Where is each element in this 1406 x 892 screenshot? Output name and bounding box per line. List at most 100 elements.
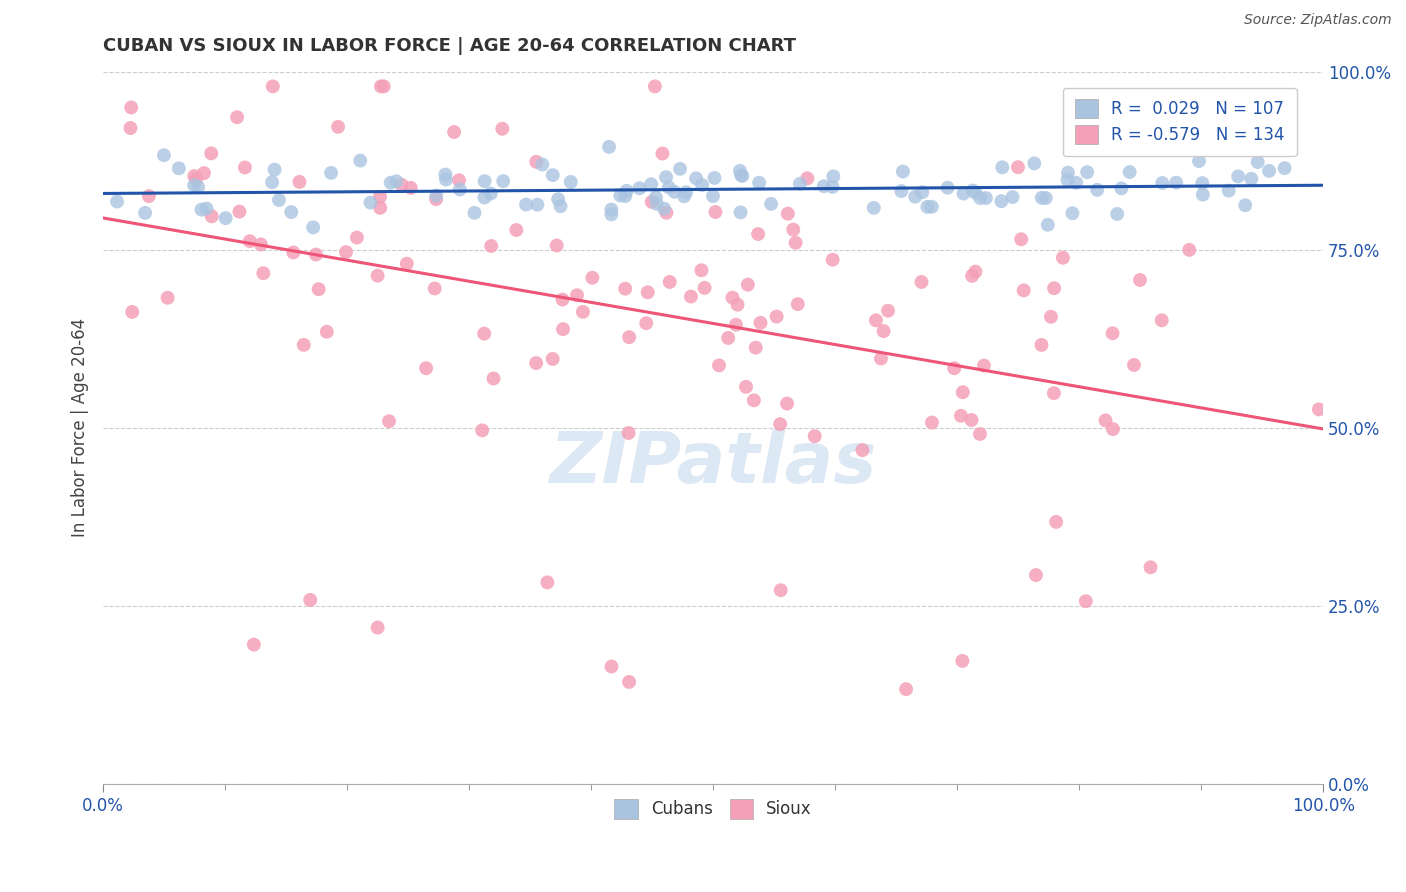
Point <box>308 282 330 296</box>
Point <box>950 654 973 668</box>
Point <box>904 190 927 204</box>
Point <box>474 174 496 188</box>
Point <box>1107 207 1129 221</box>
Point <box>491 121 513 136</box>
Point <box>156 291 179 305</box>
Point <box>425 188 447 202</box>
Point <box>492 174 515 188</box>
Point <box>228 204 250 219</box>
Point <box>193 166 215 180</box>
Point <box>655 206 678 220</box>
Point <box>724 318 747 332</box>
Point <box>851 443 873 458</box>
Point <box>1025 568 1047 582</box>
Point <box>965 186 987 200</box>
Point <box>969 427 991 442</box>
Point <box>974 191 997 205</box>
Point <box>721 291 744 305</box>
Point <box>990 194 1012 209</box>
Point <box>921 200 943 214</box>
Point <box>616 184 638 198</box>
Point <box>821 180 844 194</box>
Point <box>617 674 640 689</box>
Point <box>267 193 290 207</box>
Point <box>813 179 835 194</box>
Point <box>214 211 236 226</box>
Point <box>1043 386 1066 401</box>
Point <box>1064 176 1087 190</box>
Point <box>776 207 799 221</box>
Point <box>551 293 574 307</box>
Point <box>759 197 782 211</box>
Point <box>673 189 696 203</box>
Point <box>541 351 564 366</box>
Point <box>536 575 558 590</box>
Point <box>1123 358 1146 372</box>
Point <box>617 330 640 344</box>
Point <box>644 79 666 94</box>
Point <box>1076 165 1098 179</box>
Point <box>1111 181 1133 195</box>
Point <box>598 140 620 154</box>
Point <box>134 206 156 220</box>
Point <box>319 166 342 180</box>
Point <box>796 171 818 186</box>
Point <box>531 157 554 171</box>
Text: CUBAN VS SIOUX IN LABOR FORCE | AGE 20-64 CORRELATION CHART: CUBAN VS SIOUX IN LABOR FORCE | AGE 20-6… <box>103 37 796 55</box>
Point <box>463 206 485 220</box>
Point <box>250 237 273 252</box>
Point <box>962 184 984 198</box>
Point <box>943 361 966 376</box>
Point <box>737 277 759 292</box>
Point <box>292 338 315 352</box>
Point <box>952 186 974 201</box>
Point <box>551 322 574 336</box>
Point <box>449 182 471 196</box>
Point <box>1031 191 1053 205</box>
Point <box>305 247 328 261</box>
Point <box>1094 413 1116 427</box>
Point <box>1031 338 1053 352</box>
Point <box>190 202 212 217</box>
Point <box>415 361 437 376</box>
Point <box>526 197 548 211</box>
Point <box>1258 164 1281 178</box>
Point <box>335 245 357 260</box>
Point <box>658 275 681 289</box>
Point <box>1152 176 1174 190</box>
Point <box>524 154 547 169</box>
Point <box>183 178 205 193</box>
Point <box>911 185 934 199</box>
Point <box>862 201 884 215</box>
Point <box>1101 326 1123 341</box>
Point <box>641 194 664 209</box>
Point <box>973 359 995 373</box>
Point <box>167 161 190 176</box>
Point <box>368 190 391 204</box>
Point <box>1139 560 1161 574</box>
Point <box>299 593 322 607</box>
Point <box>1085 183 1108 197</box>
Point <box>1056 173 1078 187</box>
Point <box>609 188 631 202</box>
Point <box>515 197 537 211</box>
Point <box>636 316 658 330</box>
Point <box>1074 594 1097 608</box>
Point <box>1012 284 1035 298</box>
Point <box>917 200 939 214</box>
Point <box>652 202 675 216</box>
Point <box>1247 155 1270 169</box>
Point <box>891 164 914 178</box>
Point <box>969 191 991 205</box>
Point <box>120 100 142 114</box>
Point <box>120 121 142 136</box>
Point <box>395 257 418 271</box>
Point <box>226 110 249 124</box>
Point <box>936 180 959 194</box>
Point <box>201 209 224 223</box>
Point <box>1129 273 1152 287</box>
Point <box>474 190 496 204</box>
Point <box>747 227 769 241</box>
Point <box>821 252 844 267</box>
Point <box>894 682 917 697</box>
